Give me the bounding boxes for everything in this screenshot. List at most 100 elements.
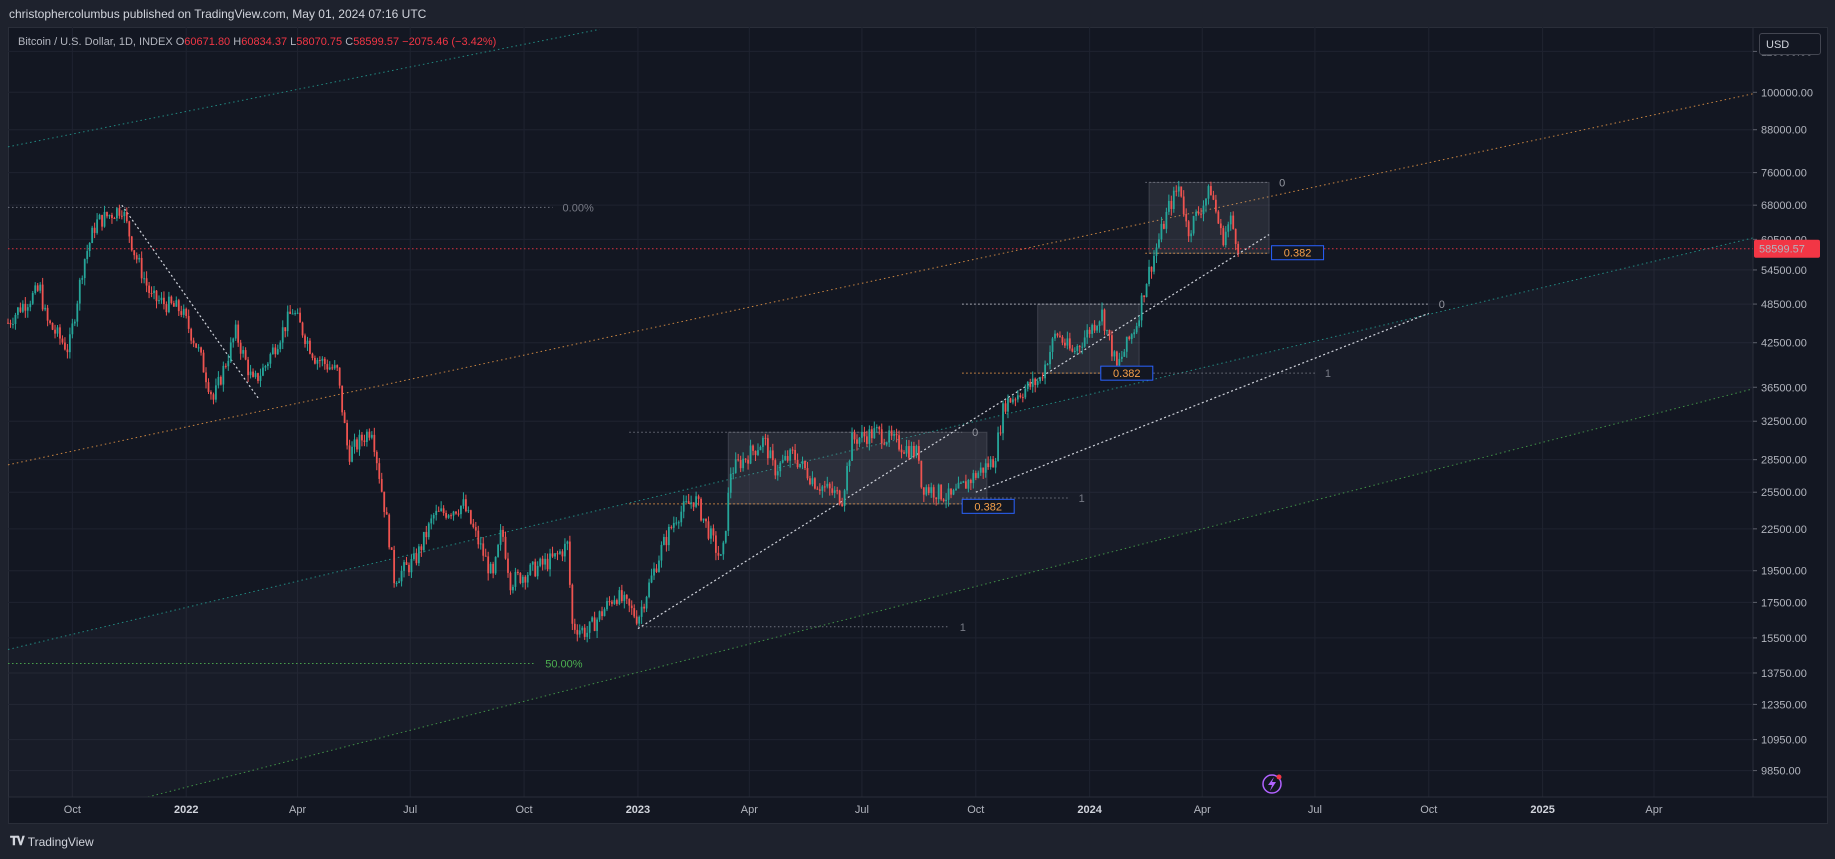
candle-down — [457, 513, 460, 515]
candle-up — [989, 459, 992, 468]
candle-up — [759, 446, 762, 451]
price-tick-label: 17500.00 — [1761, 597, 1807, 609]
candle-up — [848, 460, 851, 467]
candle-down — [59, 327, 61, 339]
tradingview-brand[interactable]: 𝐓𝐕 TradingView — [10, 834, 94, 849]
candle-down — [311, 353, 314, 358]
candle-down — [974, 473, 977, 478]
candle-down — [326, 364, 329, 370]
candle-up — [91, 227, 94, 243]
currency-button[interactable]: USD — [1759, 33, 1821, 55]
candle-up — [1049, 351, 1051, 365]
candle-down — [336, 365, 339, 368]
candle-up — [143, 278, 146, 280]
candle-down — [643, 606, 646, 609]
candle-down — [408, 564, 410, 573]
candle-down — [41, 284, 44, 310]
candle-up — [672, 522, 675, 528]
candle-up — [254, 373, 257, 377]
candle-down — [1021, 397, 1024, 399]
candle-down — [445, 512, 448, 518]
candle-up — [56, 327, 59, 334]
candle-down — [601, 611, 603, 617]
candle-down — [608, 601, 611, 603]
candle-down — [219, 376, 222, 385]
candle-down — [207, 382, 210, 392]
chart-pane[interactable] — [8, 27, 1828, 824]
open-value: 60671.80 — [184, 36, 231, 48]
candle-up — [403, 562, 405, 571]
candle-down — [172, 303, 175, 307]
upper-green-channel-line — [7, 28, 600, 148]
candle-down — [239, 342, 242, 354]
candle-down — [1175, 190, 1178, 192]
candle-down — [356, 439, 358, 450]
candle-up — [1153, 255, 1155, 272]
price-tick-label: 22500.00 — [1761, 524, 1807, 536]
lightning-icon[interactable] — [1262, 774, 1282, 794]
candle-up — [1086, 329, 1089, 338]
candle-down — [932, 487, 935, 498]
candle-up — [1098, 321, 1101, 326]
candle-up — [14, 314, 17, 324]
candle-down — [304, 335, 306, 344]
candle-down — [942, 499, 945, 502]
trend-lines — [121, 204, 1429, 630]
candle-up — [952, 490, 955, 495]
candle-up — [479, 543, 482, 545]
time-axis[interactable]: Oct 2022 Apr Jul Oct 2023 Apr Jul Oct 2024 Apr Jul O… — [8, 796, 1828, 816]
candle-down — [922, 487, 925, 495]
time-tick-label: Jul — [403, 804, 417, 816]
candle-down — [1078, 346, 1081, 348]
candle-down — [437, 510, 440, 512]
candle-down — [64, 342, 66, 350]
candle-up — [905, 446, 908, 454]
candle-down — [341, 385, 344, 413]
candle-up — [351, 446, 353, 462]
candle-down — [1041, 377, 1044, 379]
candle-down — [611, 601, 613, 604]
channel-lines — [7, 28, 1754, 798]
candle-up — [1007, 398, 1009, 412]
candle-down — [687, 501, 690, 504]
candle-up — [893, 434, 896, 436]
candle-down — [1180, 186, 1183, 197]
candle-down — [200, 347, 202, 353]
candle-up — [234, 324, 237, 339]
candle-up — [1207, 186, 1210, 199]
candle-up — [945, 499, 947, 502]
candle-down — [187, 315, 190, 329]
candle-up — [586, 632, 589, 637]
candle-up — [603, 609, 606, 617]
candle-up — [76, 303, 79, 322]
candle-down — [477, 530, 480, 545]
candle-down — [420, 546, 423, 551]
candle-down — [700, 498, 702, 521]
candle-up — [1140, 295, 1143, 321]
candle-down — [620, 590, 623, 602]
orange-channel-line — [7, 93, 1754, 466]
candle-up — [1044, 364, 1046, 379]
candle-down — [1210, 186, 1212, 196]
candle-up — [549, 553, 551, 570]
candle-up — [1172, 190, 1175, 209]
candle-down — [113, 218, 116, 220]
candle-up — [960, 482, 962, 484]
fib-labels: 0.382 0.382 0.382 — [961, 245, 1325, 514]
candle-up — [885, 442, 888, 445]
candle-up — [784, 456, 787, 461]
candle-down — [150, 292, 153, 294]
candle-down — [556, 553, 559, 555]
candle-down — [791, 449, 794, 451]
candle-up — [232, 338, 235, 343]
candle-up — [1026, 382, 1029, 389]
price-axis[interactable]: 115000.00100000.0088000.0076000.0068000.… — [1752, 27, 1820, 797]
candle-down — [484, 555, 487, 557]
candle-down — [165, 304, 168, 313]
candle-up — [39, 284, 42, 291]
candle-down — [361, 434, 363, 441]
candle-down — [806, 468, 809, 479]
candle-up — [264, 366, 267, 368]
candle-up — [296, 312, 299, 314]
